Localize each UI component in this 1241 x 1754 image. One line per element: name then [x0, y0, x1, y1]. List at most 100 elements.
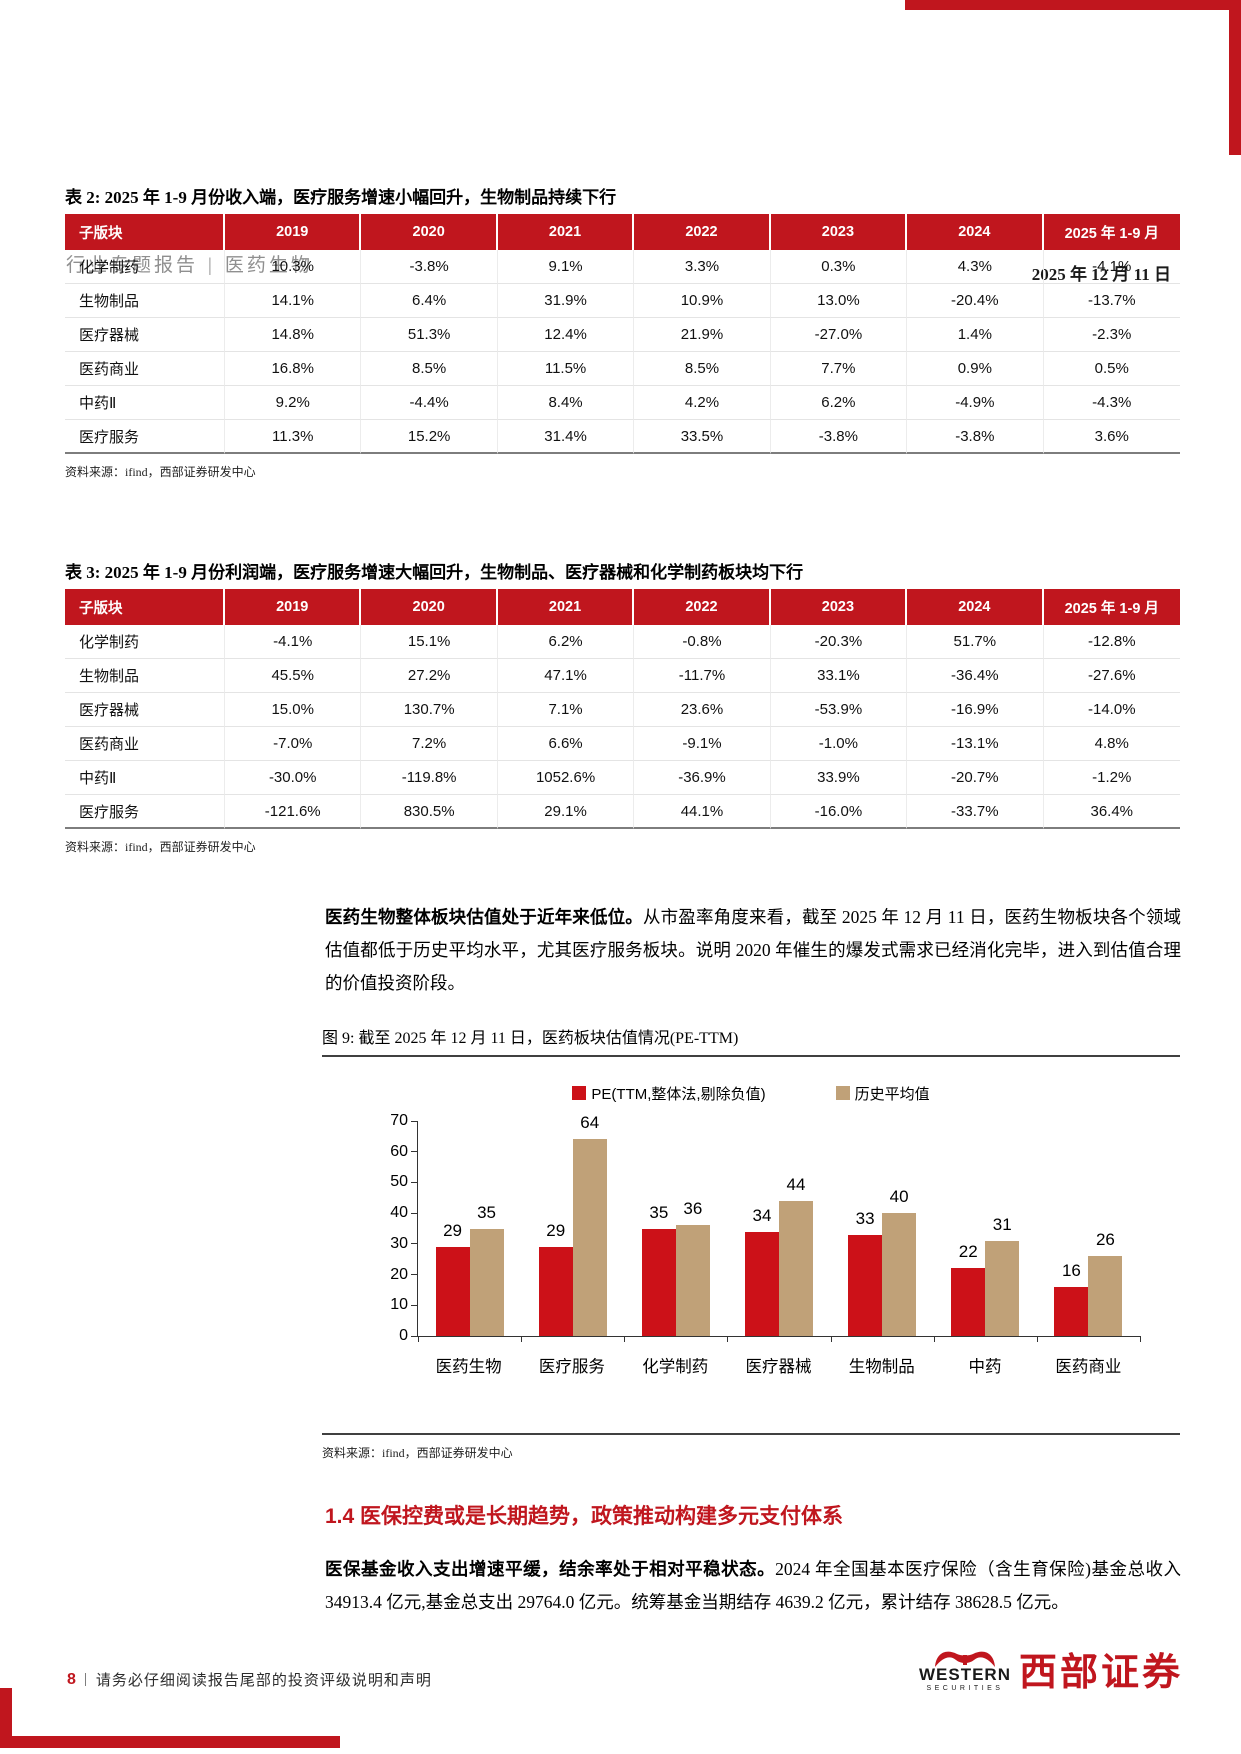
table-cell: 12.4% [497, 318, 635, 352]
table-row: 医药商业 -7.0% 7.2% 6.6% -9.1% -1.0% -13.1% 4.8% [65, 727, 1180, 761]
report-date: 2025 年 12 月 11 日 [1031, 265, 1171, 284]
table-cell: -14.0% [1043, 693, 1180, 727]
bar-group: 29 35 [418, 1121, 521, 1336]
table-cell: 33.5% [634, 420, 771, 454]
table-cell: 8.5% [634, 352, 771, 386]
table-row-label: 化学制药 [65, 625, 225, 659]
table-column-header: 2024 [907, 214, 1044, 250]
table-cell: -27.6% [1043, 659, 1180, 693]
table-row-label: 医疗器械 [65, 318, 225, 352]
chart-legend: PE(TTM,整体法,剔除负值) 历史平均值 [322, 1083, 1180, 1103]
table-row: 医疗服务 11.3% 15.2% 31.4% 33.5% -3.8% -3.8% 3.6% [65, 420, 1180, 454]
bar: 22 [951, 1242, 986, 1336]
company-logo: WESTERN SECURITIES 西部证券 [919, 1641, 1183, 1696]
table-cell: -20.3% [770, 625, 908, 659]
logo-western-block: WESTERN SECURITIES [919, 1646, 1011, 1692]
table-cell: 4.2% [634, 386, 771, 420]
table-cell: -20.7% [907, 761, 1044, 795]
bar: 44 [778, 1175, 813, 1336]
legend-swatch-tan-icon [835, 1086, 850, 1100]
legend-label-pe: PE(TTM,整体法,剔除负值) [591, 1085, 766, 1103]
category-label: 医药商业 [1055, 1357, 1122, 1376]
table-cell: 7.2% [361, 727, 498, 761]
table-row: 医疗服务 -121.6% 830.5% 29.1% 44.1% -16.0% -33.7% 3… [65, 795, 1180, 829]
table-cell: 9.2% [225, 386, 362, 420]
bar: 29 [435, 1221, 470, 1336]
table-cell: -36.9% [634, 761, 771, 795]
category-label: 医疗服务 [538, 1357, 605, 1376]
y-axis-tick-mark [411, 1304, 418, 1306]
table-cell: -2.3% [1043, 318, 1180, 352]
bar: 40 [882, 1187, 917, 1336]
footer: 8 | 请务必仔细阅读报告尾部的投资评级说明和声明 [67, 1669, 432, 1690]
table-row-label: 生物制品 [65, 659, 225, 693]
y-axis-tick-label: 20 [390, 1265, 408, 1283]
table-column-header: 2019 [225, 214, 362, 250]
report-type-label: 行业专题报告 [66, 255, 199, 276]
category-label: 化学制药 [642, 1357, 709, 1376]
table-cell: 11.3% [225, 420, 362, 454]
bar-value-label: 36 [683, 1199, 703, 1219]
bar-group: 29 64 [521, 1113, 624, 1336]
bar-value-label: 29 [443, 1220, 463, 1240]
bar-value-label: 33 [855, 1208, 875, 1228]
table-cell: 36.4% [1043, 795, 1180, 829]
table-cell: -33.7% [907, 795, 1044, 829]
logo-chinese-text: 西部证券 [1018, 1652, 1183, 1694]
table-cell: 1.4% [907, 318, 1044, 352]
bar-value-label: 34 [752, 1205, 772, 1225]
paragraph2-lead: 医保基金收入支出增速平缓，结余率处于相对平稳状态。 [325, 1559, 776, 1579]
valuation-paragraph: 医药生物整体板块估值处于近年来低位。从市盈率角度来看，截至 2025 年 12 … [325, 901, 1181, 1000]
bar-group: 16 26 [1037, 1121, 1140, 1336]
logo-securities-text: SECURITIES [926, 1684, 1004, 1692]
figure9-block: 图 9: 截至 2025 年 12 月 11 日，医药板块估值情况(PE-TTM… [322, 1024, 1180, 1461]
table-cell: 7.7% [770, 352, 908, 386]
table-row: 医疗器械 14.8% 51.3% 12.4% 21.9% -27.0% 1.4% -2.3% [65, 318, 1180, 352]
table-cell: 21.9% [634, 318, 771, 352]
table-cell: -11.7% [634, 659, 771, 693]
table-cell: 130.7% [361, 693, 498, 727]
table-cell: 51.7% [907, 625, 1044, 659]
bar-group: 35 36 [624, 1121, 727, 1336]
table-row-label: 医疗服务 [65, 795, 225, 829]
bar-value-label: 22 [958, 1242, 978, 1262]
y-axis-tick-label: 10 [390, 1296, 408, 1314]
table2: 子版块 2019 2020 2021 2022 2023 2024 2025 年 1-9 月化… [65, 214, 1180, 454]
table-cell: 9.1% [497, 250, 635, 284]
table3-source: 资料来源：ifind，西部证券研发中心 [65, 840, 256, 854]
table-cell: 11.5% [497, 352, 635, 386]
table-cell: 6.6% [497, 727, 635, 761]
table-cell: 31.9% [497, 284, 635, 318]
table-cell: -7.0% [225, 727, 362, 761]
y-axis-tick-mark [411, 1181, 418, 1183]
table-cell: -20.4% [907, 284, 1044, 318]
table-column-header: 子版块 [65, 589, 225, 625]
table-column-header: 子版块 [65, 214, 225, 250]
bar-group: 34 44 [727, 1121, 830, 1336]
table-column-header: 2023 [770, 214, 908, 250]
table-cell: -0.8% [634, 625, 771, 659]
table-row: 中药Ⅱ -30.0% -119.8% 1052.6% -36.9% 33.9% -20.7%… [65, 761, 1180, 795]
table-cell: 0.9% [907, 352, 1044, 386]
paragraph1-body: 从市盈率角度来看，截至 2025 年 12 月 11 日，医药生物板块各个领域估… [325, 907, 1181, 993]
bar: 33 [848, 1209, 883, 1336]
bar: 29 [538, 1221, 573, 1336]
table-cell: -12.8% [1043, 625, 1180, 659]
bar-value-label: 29 [546, 1220, 566, 1240]
bull-horns-icon [934, 1651, 995, 1667]
table-row: 医药商业 16.8% 8.5% 11.5% 8.5% 7.7% 0.9% 0.5% [65, 352, 1180, 386]
table-cell: 3.6% [1043, 420, 1180, 454]
top-right-horizontal-bar [905, 0, 1241, 10]
table-cell: -4.1% [225, 625, 362, 659]
x-axis-tick-mark [1140, 1336, 1141, 1342]
table-cell: -3.8% [907, 420, 1044, 454]
table-row-label: 中药Ⅱ [65, 761, 225, 795]
table-cell: 29.1% [497, 795, 635, 829]
data-table: 子版块 2019 2020 2021 2022 2023 2024 2025 年 1-9 月化… [65, 589, 1180, 829]
table-cell: 1052.6% [497, 761, 635, 795]
table-cell: 10.9% [634, 284, 771, 318]
category-label: 医药生物 [435, 1357, 502, 1376]
table-cell: -119.8% [361, 761, 498, 795]
table-column-header: 2025 年 1-9 月 [1043, 589, 1180, 625]
